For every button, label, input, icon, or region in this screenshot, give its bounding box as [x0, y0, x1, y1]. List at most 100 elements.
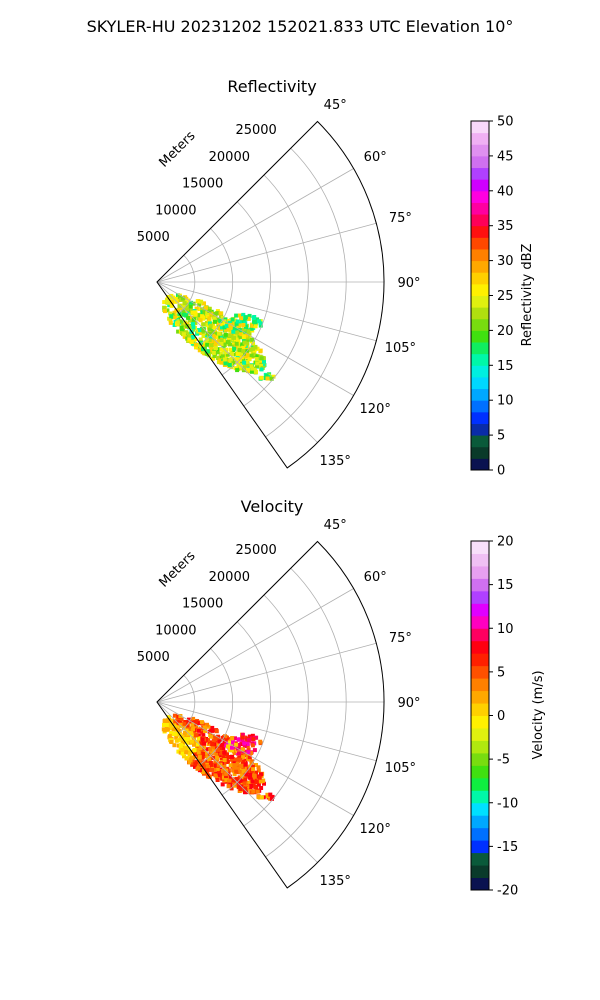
velocity-range-ring [221, 621, 271, 796]
reflectivity-colorbar-segment [471, 144, 489, 157]
reflectivity-radial-tick-label: 20000 [209, 150, 250, 165]
reflectivity-colorbar-segment [471, 388, 489, 401]
reflectivity-range-ring [265, 147, 347, 438]
velocity-range-ring [243, 594, 309, 827]
reflectivity-azimuth-gridline [156, 281, 354, 396]
reflectivity-colorbar-segment [471, 132, 489, 145]
velocity-colorbar-segment [471, 752, 489, 766]
velocity-radial-tick-label: 25000 [235, 543, 276, 558]
velocity-angular-tick-label: 75° [389, 631, 412, 646]
reflectivity-radial-tick-label: 5000 [137, 230, 170, 245]
reflectivity-colorbar-tick-label: 50 [497, 115, 514, 130]
reflectivity-colorbar-segment [471, 446, 489, 459]
velocity-colorbar-segment [471, 865, 489, 879]
velocity-colorbar-segment [471, 827, 489, 841]
velocity-radial-tick-label: 5000 [137, 650, 170, 665]
reflectivity-colorbar-segment [471, 353, 489, 366]
reflectivity-azimuth-gridline [156, 168, 354, 283]
reflectivity-angular-tick-label: 120° [360, 402, 391, 417]
reflectivity-colorbar-segment [471, 179, 489, 192]
reflectivity-title: Reflectivity [227, 77, 316, 96]
velocity-colorbar-tick-label: -5 [497, 753, 510, 768]
velocity-colorbar-segment [471, 628, 489, 642]
velocity-plot-area: 5000 10000 15000 20000 25000 45° 60° 75° 90° 105°… [137, 518, 421, 889]
velocity-angular-tick-label: 120° [360, 822, 391, 837]
reflectivity-angular-tick-label: 45° [324, 98, 347, 113]
reflectivity-colorbar-segment [471, 214, 489, 227]
velocity-colorbar-segment [471, 541, 489, 554]
velocity-azimuth-gridline [156, 642, 377, 703]
reflectivity-colorbar-segment [471, 202, 489, 215]
reflectivity-panel: Reflectivity 5000 10000 15000 20000 25000 45°… [137, 77, 535, 479]
velocity-colorbar-segment [471, 790, 489, 804]
reflectivity-radial-tick-label: 15000 [182, 177, 223, 192]
reflectivity-angular-tick-label: 135° [320, 454, 351, 469]
reflectivity-colorbar-tick-label: 25 [497, 289, 514, 304]
velocity-angular-tick-label: 135° [320, 874, 351, 889]
velocity-range-ring [265, 567, 347, 858]
reflectivity-range-ring [178, 254, 196, 314]
reflectivity-colorbar-tick-label: 40 [497, 184, 514, 199]
velocity-angular-tick-label: 90° [397, 696, 420, 711]
velocity-azimuth-gridline [156, 701, 318, 863]
reflectivity-colorbar-segment [471, 411, 489, 424]
velocity-range-ring [200, 648, 234, 765]
reflectivity-colorbar-segment [471, 365, 489, 378]
reflectivity-angular-tick-label: 105° [385, 341, 416, 356]
velocity-radial-tick-label: 20000 [209, 570, 250, 585]
velocity-colorbar-segment [471, 715, 489, 729]
reflectivity-colorbar-tick-label: 5 [497, 429, 505, 444]
velocity-colorbar-segment [471, 553, 489, 567]
reflectivity-range-ring [221, 201, 271, 376]
reflectivity-colorbar-segment [471, 435, 489, 448]
velocity-colorbar-tick-label: -20 [497, 884, 518, 899]
reflectivity-colorbar-tick-label: 30 [497, 254, 514, 269]
velocity-colorbar-segment [471, 615, 489, 629]
reflectivity-colorbar-segment [471, 376, 489, 390]
reflectivity-colorbar-segment [471, 260, 489, 273]
velocity-panel: Velocity 5000 10000 15000 20000 25000 45° 60° 7… [137, 497, 546, 899]
velocity-angular-tick-label: 60° [364, 570, 387, 585]
velocity-colorbar-segment [471, 815, 489, 829]
reflectivity-colorbar-segment [471, 155, 489, 169]
velocity-angular-tick-label: 105° [385, 761, 416, 776]
reflectivity-colorbar-segment [471, 330, 489, 343]
velocity-colorbar-label: Velocity (m/s) [531, 670, 546, 759]
velocity-colorbar-segment [471, 877, 489, 891]
velocity-radial-tick-label: 10000 [155, 624, 196, 639]
figure-suptitle: SKYLER-HU 20231202 152021.833 UTC Elevat… [87, 17, 514, 36]
velocity-azimuth-gridline [156, 701, 377, 762]
velocity-colorbar-tick-label: 0 [497, 709, 505, 724]
velocity-range-ring [178, 674, 196, 734]
reflectivity-colorbar-segment [471, 423, 489, 436]
velocity-colorbar-segment [471, 665, 489, 679]
velocity-echo-field [161, 713, 275, 801]
velocity-colorbar-segment [471, 703, 489, 716]
velocity-colorbar-segment [471, 603, 489, 617]
velocity-colorbar-segment [471, 653, 489, 667]
velocity-colorbar-segment [471, 678, 489, 692]
reflectivity-colorbar-segment [471, 342, 489, 355]
velocity-azimuth-gridline [156, 588, 354, 703]
reflectivity-azimuth-gridline [156, 222, 377, 283]
velocity-colorbar-segment [471, 565, 489, 579]
reflectivity-range-ring [243, 174, 309, 407]
reflectivity-sector-frame [156, 120, 385, 469]
velocity-sector-frame [156, 540, 385, 889]
reflectivity-colorbar-segment [471, 248, 489, 262]
velocity-title: Velocity [241, 497, 304, 516]
reflectivity-colorbar-tick-label: 35 [497, 219, 514, 234]
velocity-colorbar-segment [471, 740, 489, 754]
reflectivity-colorbar-segment [471, 272, 489, 285]
reflectivity-azimuth-gridline [156, 281, 377, 342]
velocity-colorbar-tick-label: 20 [497, 535, 514, 550]
reflectivity-angular-tick-label: 75° [389, 211, 412, 226]
velocity-colorbar-segment [471, 727, 489, 741]
reflectivity-echo-field [162, 293, 276, 381]
reflectivity-colorbar: 0 5 10 15 20 25 30 35 40 45 50 [470, 115, 514, 479]
velocity-colorbar-segment [471, 690, 489, 704]
reflectivity-colorbar-segment [471, 295, 489, 308]
reflectivity-colorbar-segment [471, 400, 489, 413]
velocity-colorbar-tick-label: 10 [497, 622, 514, 637]
reflectivity-radial-tick-label: 10000 [155, 204, 196, 219]
